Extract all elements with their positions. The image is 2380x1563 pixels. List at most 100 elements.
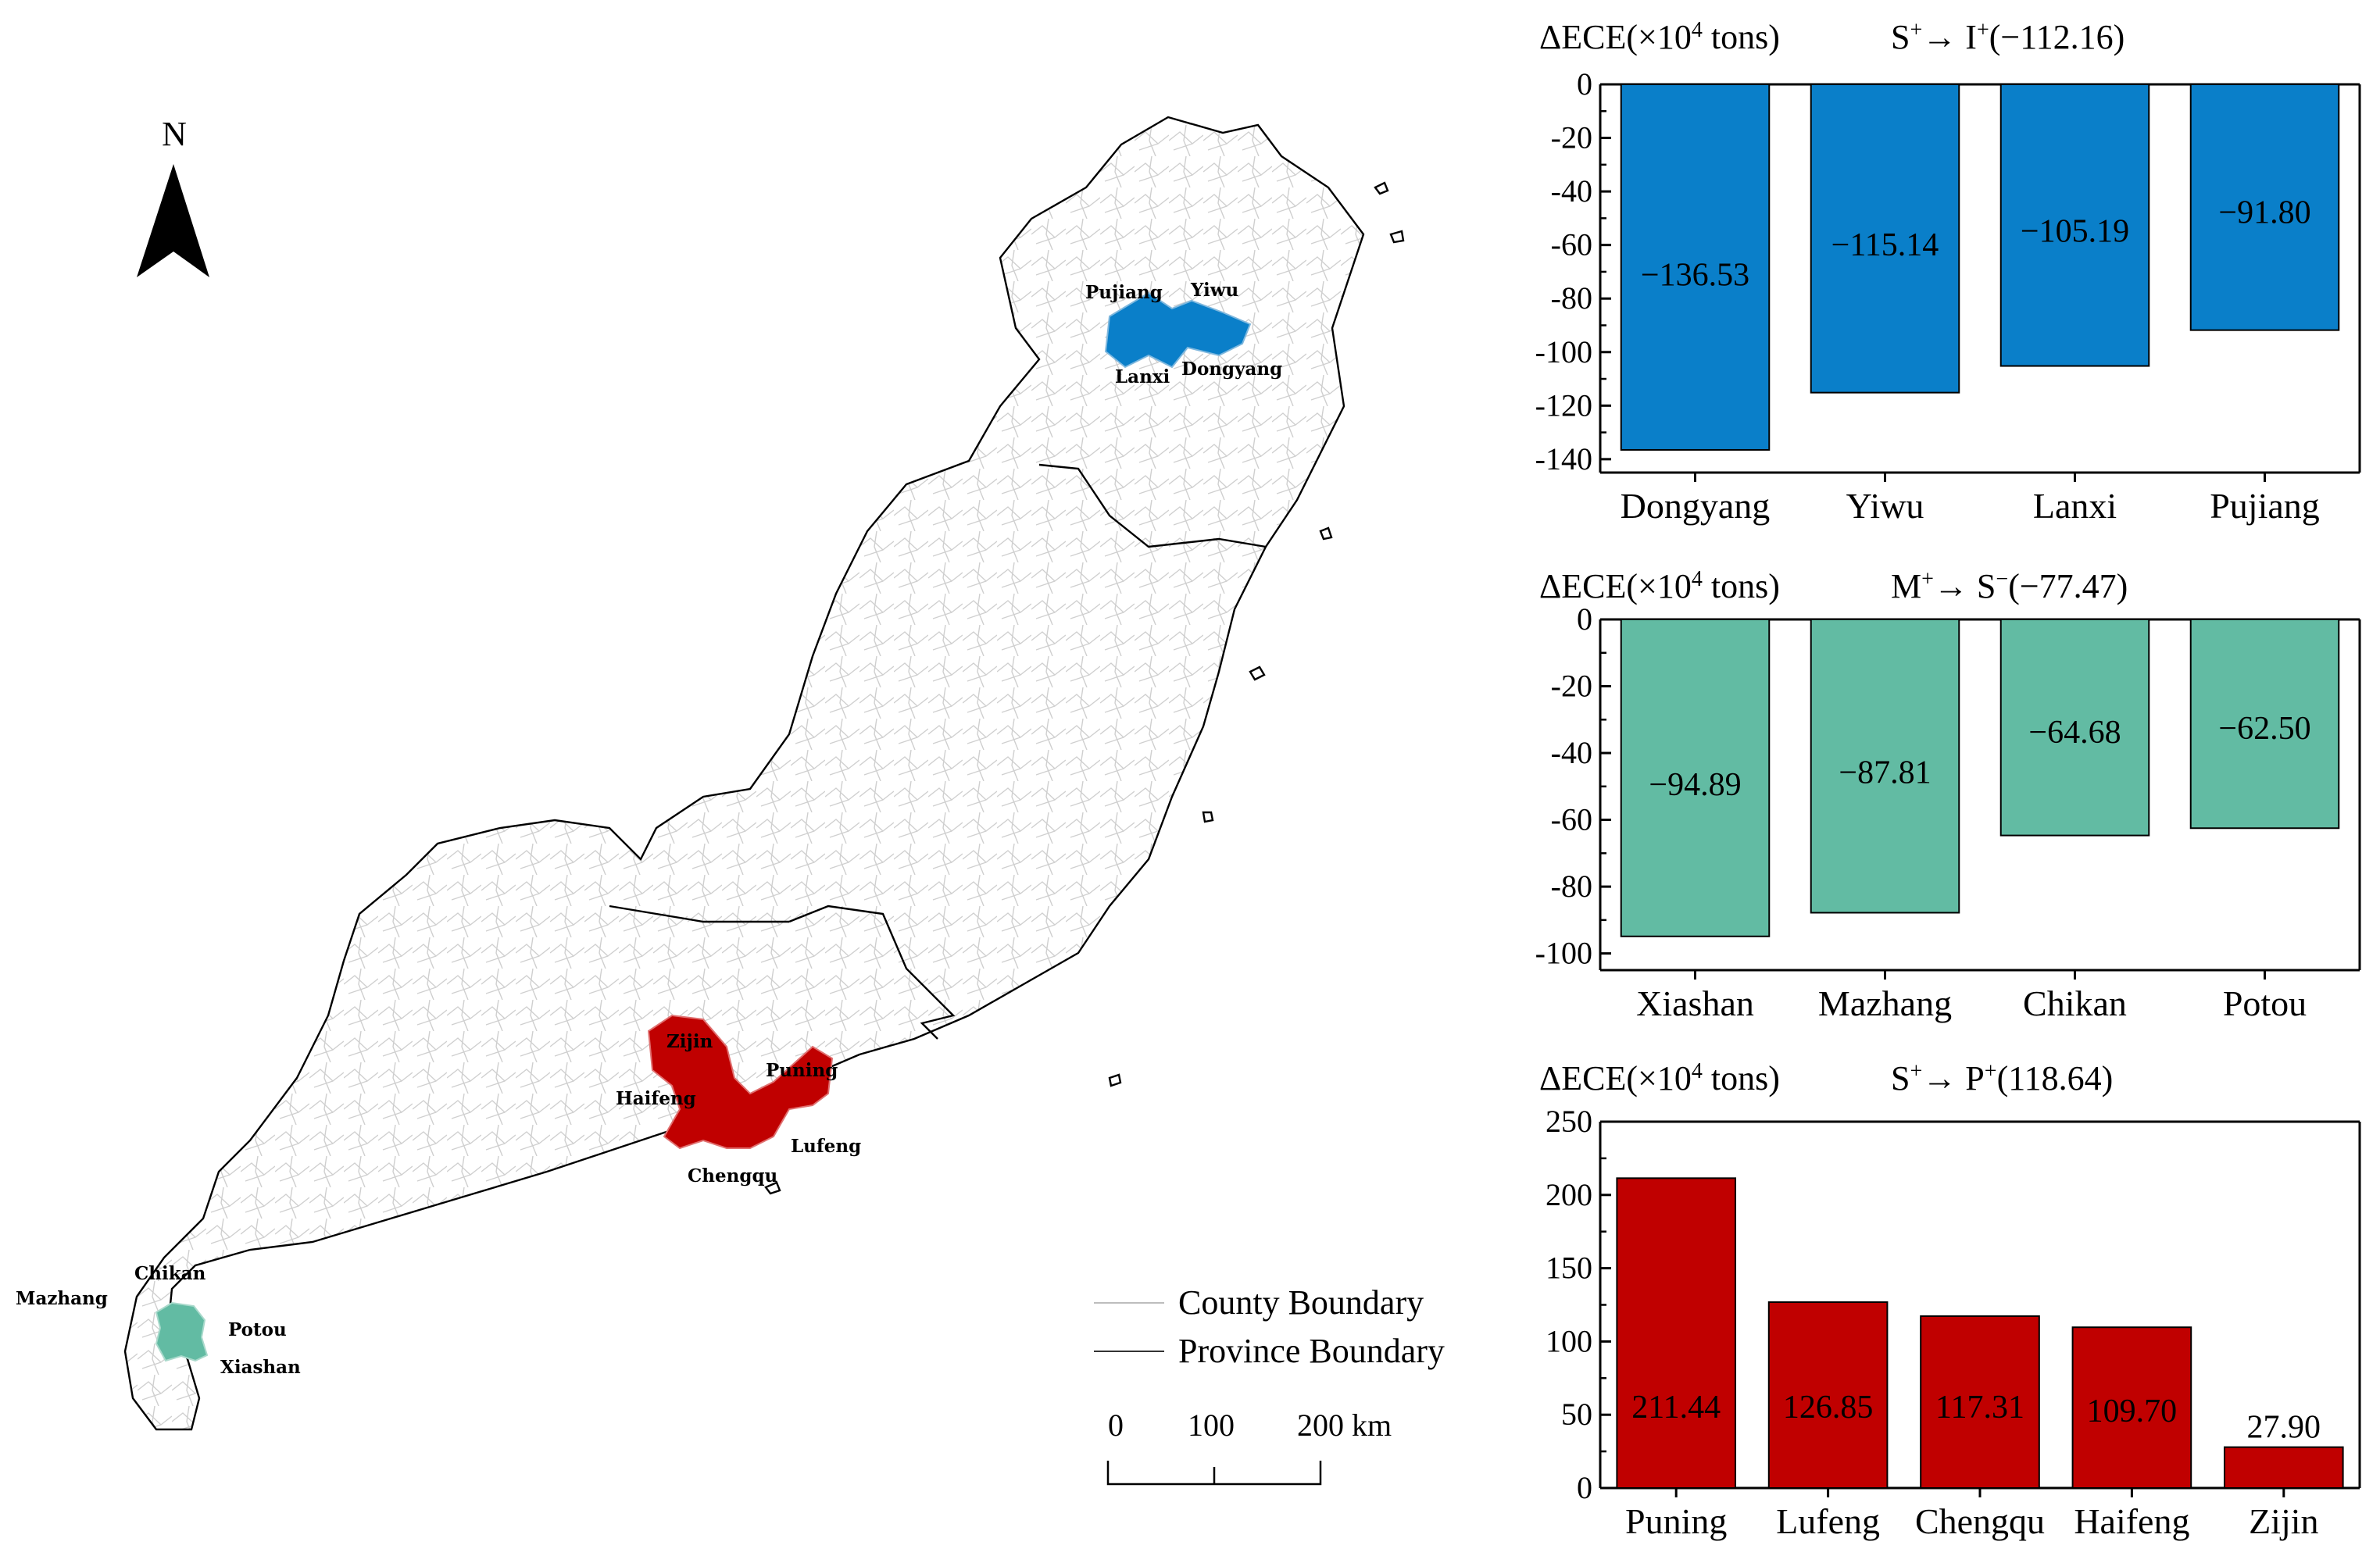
bar	[1620, 84, 1771, 451]
map-label: Lufeng	[791, 1136, 861, 1157]
chart-title: S+→ P+(118.64)	[1891, 1059, 2113, 1098]
x-tick-label: Xiashan	[1636, 983, 1754, 1023]
bar-value-label: −105.19	[2021, 213, 2129, 249]
bar	[1999, 84, 2150, 367]
north-region-labels: Pujiang Yiwu Lanxi Dongyang	[1085, 280, 1282, 387]
y-tick-label: 0	[1577, 601, 1592, 637]
map-label: Yiwu	[1190, 280, 1238, 301]
bar-value-label: 27.90	[2247, 1410, 2321, 1446]
map-label: Xiashan	[220, 1357, 301, 1378]
y-tick-label: -140	[1535, 441, 1592, 476]
map-legend: County Boundary Province Boundary	[1094, 1283, 1445, 1370]
map-label: Chengqu	[688, 1165, 777, 1187]
chart-title: M+→ S−(−77.47)	[1891, 567, 2128, 606]
y-tick-label: -20	[1551, 120, 1592, 155]
x-tick-label: Puning	[1625, 1501, 1727, 1541]
x-tick-label: Potou	[2223, 983, 2307, 1023]
y-tick-label: -20	[1551, 669, 1592, 704]
x-tick-label: Pujiang	[2210, 486, 2320, 526]
north-arrow: N	[137, 115, 209, 277]
bar-value-label: 109.70	[2087, 1393, 2178, 1429]
bar-value-label: −64.68	[2028, 715, 2121, 751]
map-label: Potou	[228, 1319, 287, 1340]
y-axis-label: ΔECE(×104 tons)	[1539, 18, 1780, 57]
chart-panel-0: ΔECE(×104 tons) S+→ I+(−112.16) 0 -20 -40 -60…	[1535, 18, 2361, 526]
y-tick-label: 250	[1546, 1104, 1592, 1139]
x-tick-label: Yiwu	[1846, 486, 1924, 526]
y-tick-label: -40	[1551, 735, 1592, 770]
scale-bar-line	[1106, 1461, 1322, 1486]
bar	[2189, 84, 2340, 331]
bar-value-label: 126.85	[1783, 1390, 1874, 1426]
scale-bar: 0 100 200 km	[1106, 1408, 1392, 1486]
y-tick-label: -120	[1535, 387, 1592, 423]
map-panel: N Pujiang Yiwu Lanxi Dongyang Zijin Puni…	[16, 115, 1445, 1486]
y-tick-label: 100	[1546, 1323, 1592, 1358]
chart-panel-2: ΔECE(×104 tons) S+→ P+(118.64) 0 50 100 150 20…	[1539, 1059, 2361, 1541]
bar	[1810, 619, 1960, 914]
x-tick-label: Lufeng	[1776, 1501, 1880, 1541]
x-tick-label: Lanxi	[2033, 486, 2117, 526]
scale-tick-label: 100	[1188, 1408, 1235, 1443]
y-tick-label: -100	[1535, 936, 1592, 971]
scale-tick-label: 200 km	[1297, 1408, 1392, 1443]
y-tick-label: -100	[1535, 334, 1592, 369]
y-tick-label: 150	[1546, 1251, 1592, 1286]
y-tick-label: 200	[1546, 1177, 1592, 1212]
north-label: N	[162, 115, 187, 153]
x-tick-label: Zijin	[2249, 1501, 2318, 1541]
y-tick-label: 50	[1561, 1397, 1592, 1432]
bar	[1999, 619, 2150, 837]
x-tick-label: Chengqu	[1915, 1501, 2045, 1541]
north-cluster	[1104, 291, 1252, 369]
scale-tick-label: 0	[1108, 1408, 1124, 1443]
bar-value-label: 211.44	[1631, 1390, 1721, 1426]
map-label: Zijin	[666, 1031, 713, 1052]
map-label: Pujiang	[1085, 282, 1163, 303]
map-label: Chikan	[134, 1263, 206, 1284]
center-region-labels: Zijin Puning Haifeng Lufeng Chengqu	[616, 1031, 861, 1187]
bar	[1620, 619, 1771, 937]
map-label: Haifeng	[616, 1088, 696, 1109]
bar-value-label: −87.81	[1839, 755, 1931, 790]
y-tick-label: -80	[1551, 280, 1592, 316]
y-tick-label: -80	[1551, 869, 1592, 904]
y-tick-label: -60	[1551, 802, 1592, 837]
south-region-labels: Chikan Mazhang Potou Xiashan	[16, 1263, 301, 1378]
x-tick-label: Dongyang	[1621, 486, 1771, 526]
bar-value-label: −62.50	[2218, 711, 2310, 747]
province-boundaries	[123, 116, 1405, 1431]
x-tick-label: Chikan	[2023, 983, 2127, 1023]
x-tick-label: Mazhang	[1818, 983, 1952, 1023]
y-tick-label: -60	[1551, 227, 1592, 262]
chart-title: S+→ I+(−112.16)	[1891, 18, 2124, 57]
north-arrow-icon	[137, 164, 209, 277]
bar-value-label: −94.89	[1649, 767, 1741, 803]
county-boundary-label: County Boundary	[1178, 1283, 1424, 1322]
province-boundary-label: Province Boundary	[1178, 1332, 1445, 1370]
y-tick-label: 0	[1577, 66, 1592, 102]
map-label: Puning	[766, 1060, 838, 1081]
bar-value-label: 117.31	[1935, 1390, 2024, 1426]
y-tick-label: 0	[1577, 1470, 1592, 1505]
bar	[1767, 1301, 1889, 1490]
y-tick-label: -40	[1551, 173, 1592, 209]
bar-value-label: −136.53	[1641, 257, 1749, 293]
bar	[1616, 1177, 1737, 1489]
bar	[1810, 84, 1960, 394]
bar	[1920, 1315, 2040, 1489]
map-label: Dongyang	[1181, 359, 1282, 380]
x-tick-label: Haifeng	[2074, 1501, 2189, 1541]
map-label: Mazhang	[16, 1288, 108, 1309]
center-cluster	[647, 1014, 834, 1150]
bar	[2223, 1446, 2344, 1489]
bar	[2189, 619, 2340, 830]
y-axis-label: ΔECE(×104 tons)	[1539, 1059, 1780, 1098]
chart-panel-1: ΔECE(×104 tons) M+→ S−(−77.47) 0 -20 -40 -60 -…	[1535, 567, 2361, 1023]
bar-value-label: −91.80	[2218, 195, 2310, 231]
y-axis-label: ΔECE(×104 tons)	[1539, 567, 1780, 606]
bar	[2071, 1326, 2192, 1489]
south-cluster	[155, 1301, 209, 1362]
map-label: Lanxi	[1115, 366, 1170, 387]
